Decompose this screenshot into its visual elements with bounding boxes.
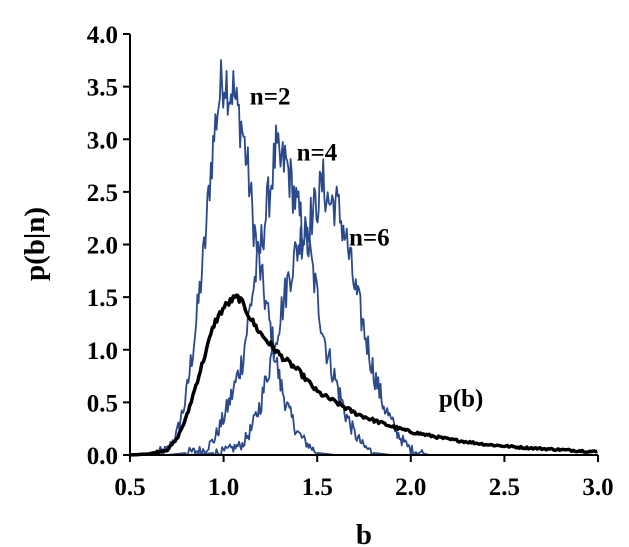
- y-tick-label: 3.5: [87, 75, 118, 102]
- series-annotation: p(b): [439, 386, 483, 413]
- y-tick-label: 1.5: [87, 285, 118, 312]
- series-line-4: [129, 293, 598, 457]
- x-tick-label: 2.5: [489, 474, 520, 501]
- y-tick-label: 0.5: [87, 390, 118, 417]
- y-axis-title: p(b|n): [19, 207, 51, 281]
- series-annotation: n=4: [297, 139, 338, 166]
- x-tick-label: 2.0: [395, 474, 426, 501]
- y-tick-label: 3.0: [87, 127, 118, 154]
- x-axis-title: b: [356, 519, 372, 547]
- x-tick-label: 0.5: [114, 474, 145, 501]
- y-tick-label: 1.0: [87, 338, 118, 365]
- y-tick-label: 0.0: [87, 443, 118, 470]
- series-annotation: n=2: [250, 84, 291, 111]
- ticks: 0.5 1.0 1.5 2.0 2.5 3.0 0.0 0.5 1.0 1.5 2.0 2.5 3.0 3…: [87, 22, 614, 501]
- y-tick-label: 4.0: [87, 22, 118, 49]
- y-tick-label: 2.5: [87, 180, 118, 207]
- x-tick-label: 1.0: [208, 474, 239, 501]
- series-line-3: [130, 158, 430, 456]
- series-annotation: n=6: [349, 225, 390, 252]
- x-tick-label: 3.0: [582, 474, 613, 501]
- annotations: n=2 n=4 n=6 p(b): [250, 84, 484, 413]
- y-tick-label: 2.0: [87, 233, 118, 260]
- x-tick-label: 1.5: [302, 474, 333, 501]
- plot-lines: [129, 59, 598, 457]
